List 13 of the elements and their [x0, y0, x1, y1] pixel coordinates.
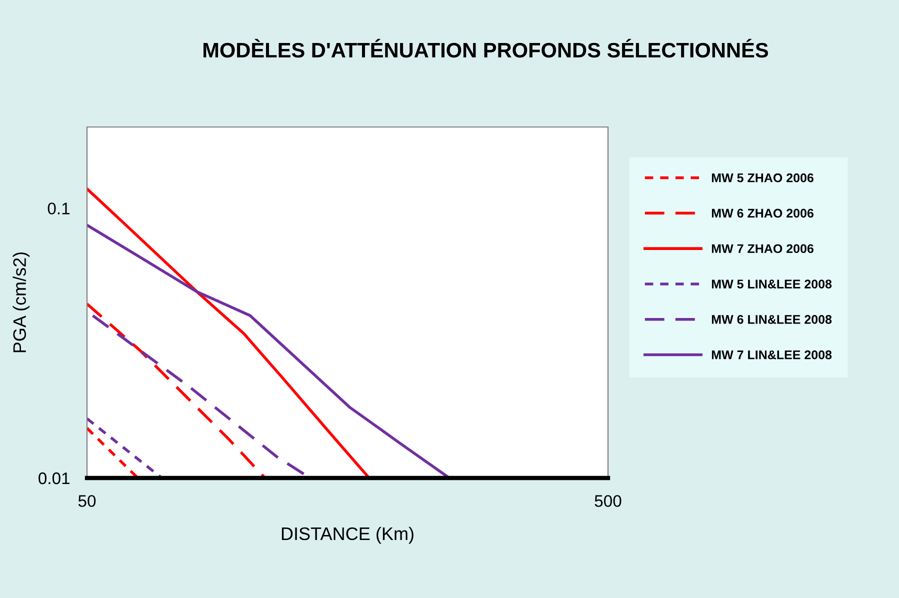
chart-title: MODÈLES D'ATTÉNUATION PROFONDS SÉLECTIONNÉS [203, 38, 768, 58]
legend-label: MW 6 ZHAO 2006 [712, 208, 814, 218]
legend-label: MW 6 LIN&LEE 2008 [712, 315, 832, 324]
legend-label: MW 7 LIN&LEE 2008 [712, 350, 832, 360]
legend-label: MW 5 LIN&LEE 2008 [712, 280, 832, 288]
legend-label: MW 5 ZHAO 2006 [712, 173, 814, 182]
y-tick-label: 0.1 [48, 202, 70, 214]
y-axis-title: PGA (cm/s2) [12, 252, 30, 352]
legend-label: MW 7 ZHAO 2006 [712, 244, 814, 254]
y-tick-label: 0.01 [38, 472, 70, 484]
x-tick-label: 500 [594, 495, 622, 507]
x-tick-label: 50 [78, 495, 96, 507]
x-axis-title: DISTANCE (Km) [282, 526, 414, 544]
